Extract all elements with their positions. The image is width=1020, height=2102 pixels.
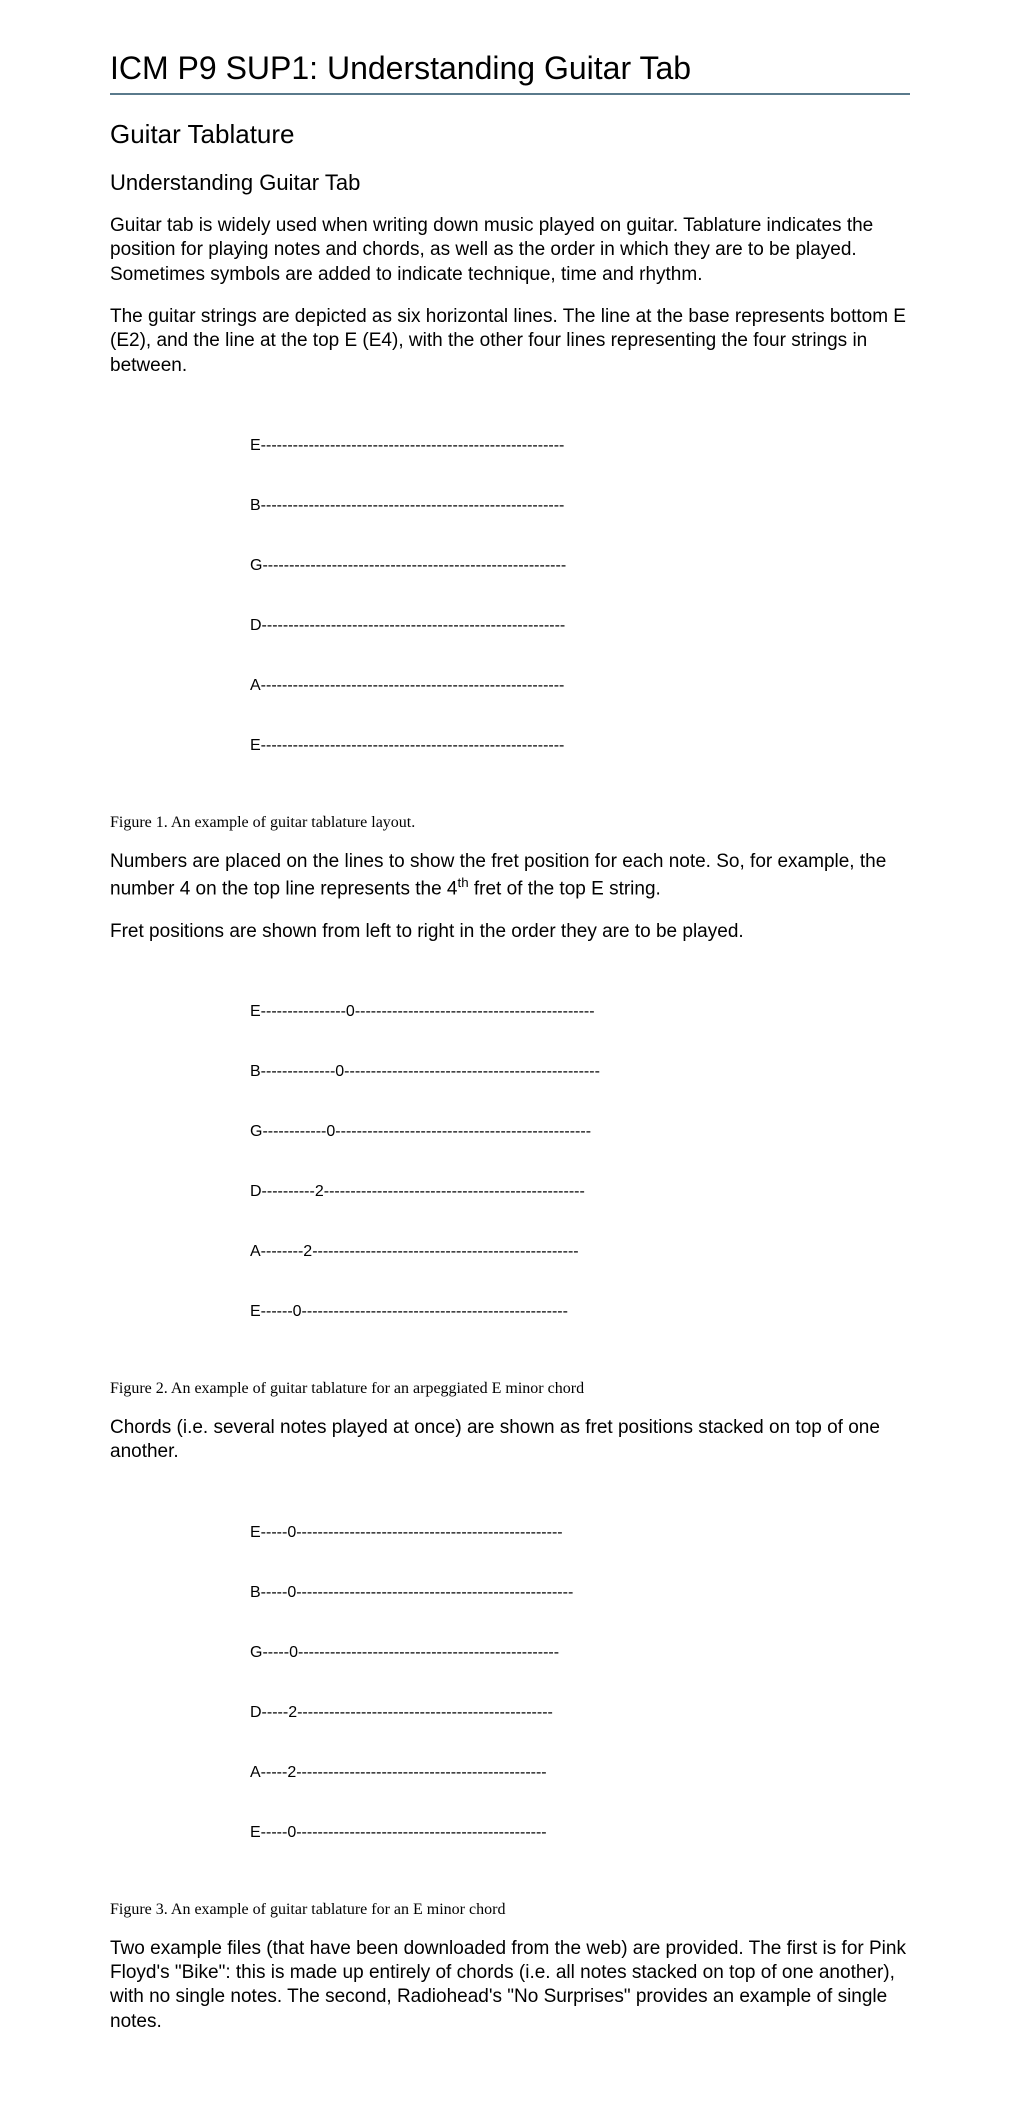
tab-line: A-----2---------------------------------… bbox=[250, 1763, 910, 1783]
figure-caption-2: Figure 2. An example of guitar tablature… bbox=[110, 1380, 910, 1398]
tab-figure-1: E---------------------------------------… bbox=[250, 396, 910, 796]
tab-figure-3: E-----0---------------------------------… bbox=[250, 1483, 910, 1883]
tab-line: G---------------------------------------… bbox=[250, 556, 910, 576]
title-underline bbox=[110, 93, 910, 95]
figure-caption-1: Figure 1. An example of guitar tablature… bbox=[110, 814, 910, 832]
section-heading: Guitar Tablature bbox=[110, 119, 910, 150]
title-prefix: ICM P9 SUP1: bbox=[110, 50, 327, 86]
page: ICM P9 SUP1: Understanding Guitar Tab Gu… bbox=[0, 0, 1020, 2102]
subsection-heading: Understanding Guitar Tab bbox=[110, 170, 910, 196]
para3-part-b: fret of the top E string. bbox=[469, 879, 661, 900]
paragraph-2: The guitar strings are depicted as six h… bbox=[110, 305, 910, 378]
paragraph-4: Fret positions are shown from left to ri… bbox=[110, 920, 910, 944]
tab-line: A---------------------------------------… bbox=[250, 676, 910, 696]
paragraph-3: Numbers are placed on the lines to show … bbox=[110, 850, 910, 902]
tab-line: A--------2------------------------------… bbox=[250, 1242, 910, 1262]
tab-line: B---------------------------------------… bbox=[250, 496, 910, 516]
tab-line: E------0--------------------------------… bbox=[250, 1302, 910, 1322]
tab-line: B-----0---------------------------------… bbox=[250, 1583, 910, 1603]
tab-line: D---------------------------------------… bbox=[250, 616, 910, 636]
document-title: ICM P9 SUP1: Understanding Guitar Tab bbox=[110, 50, 910, 89]
tab-line: G------------0--------------------------… bbox=[250, 1122, 910, 1142]
figure-caption-3: Figure 3. An example of guitar tablature… bbox=[110, 1901, 910, 1919]
tab-line: E-----0---------------------------------… bbox=[250, 1523, 910, 1543]
tab-line: E-----0---------------------------------… bbox=[250, 1823, 910, 1843]
tab-line: G-----0---------------------------------… bbox=[250, 1643, 910, 1663]
tab-line: E----------------0----------------------… bbox=[250, 1002, 910, 1022]
paragraph-6: Two example files (that have been downlo… bbox=[110, 1937, 910, 2034]
tab-line: D----------2----------------------------… bbox=[250, 1182, 910, 1202]
tab-line: E---------------------------------------… bbox=[250, 436, 910, 456]
paragraph-1: Guitar tab is widely used when writing d… bbox=[110, 214, 910, 287]
paragraph-5: Chords (i.e. several notes played at onc… bbox=[110, 1416, 910, 1465]
tab-line: B--------------0------------------------… bbox=[250, 1062, 910, 1082]
tab-line: D-----2---------------------------------… bbox=[250, 1703, 910, 1723]
tab-figure-2: E----------------0----------------------… bbox=[250, 962, 910, 1362]
title-main: Understanding Guitar Tab bbox=[327, 50, 691, 86]
superscript-th: th bbox=[458, 875, 469, 890]
tab-line: E---------------------------------------… bbox=[250, 736, 910, 756]
